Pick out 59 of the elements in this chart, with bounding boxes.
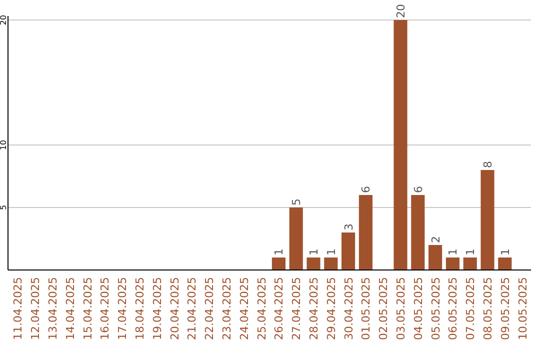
x-tick-label: 23.04.2025 bbox=[220, 277, 234, 340]
data-label: 1 bbox=[272, 248, 286, 256]
x-tick-label: 10.05.2025 bbox=[516, 277, 530, 340]
data-label: 6 bbox=[412, 186, 425, 193]
bar bbox=[428, 245, 442, 270]
x-tick-label: 05.05.2025 bbox=[429, 277, 442, 340]
x-tick-label: 09.05.2025 bbox=[498, 277, 512, 340]
bar bbox=[289, 208, 303, 270]
x-tick-label: 19.04.2025 bbox=[150, 277, 164, 340]
data-label: 2 bbox=[429, 236, 442, 243]
x-tick-label: 07.05.2025 bbox=[464, 277, 478, 340]
x-tick-label: 28.04.2025 bbox=[308, 277, 320, 340]
x-tick-label: 02.05.2025 bbox=[377, 277, 390, 340]
data-label: 3 bbox=[342, 224, 356, 230]
bar bbox=[411, 195, 425, 270]
bar bbox=[342, 232, 356, 270]
data-label: 8 bbox=[482, 161, 494, 168]
y-tick-label: 20 bbox=[0, 14, 8, 26]
x-tick-label: 12.04.2025 bbox=[29, 277, 42, 340]
x-tick-label: 15.04.2025 bbox=[81, 277, 94, 340]
x-tick-label: 26.04.2025 bbox=[272, 277, 286, 340]
data-label: 5 bbox=[290, 198, 304, 206]
bar bbox=[394, 20, 408, 270]
data-label: 1 bbox=[324, 248, 338, 256]
x-tick-label: 06.05.2025 bbox=[446, 277, 460, 340]
x-tick-label: 04.05.2025 bbox=[412, 277, 425, 340]
x-tick-label: 11.04.2025 bbox=[12, 277, 25, 340]
bar bbox=[446, 258, 460, 270]
x-tick-label: 14.04.2025 bbox=[64, 277, 77, 340]
x-tick-label: 29.04.2025 bbox=[324, 277, 338, 340]
x-tick-label: 22.04.2025 bbox=[203, 277, 216, 340]
x-tick-label: 30.04.2025 bbox=[342, 277, 356, 340]
x-tick-label: 13.04.2025 bbox=[46, 277, 60, 340]
bar bbox=[324, 258, 338, 270]
x-tick-label: 20.04.2025 bbox=[168, 277, 182, 340]
x-tick-label: 17.04.2025 bbox=[116, 277, 130, 340]
x-tick-label: 18.04.2025 bbox=[134, 277, 146, 340]
bar bbox=[306, 258, 320, 270]
bar bbox=[272, 258, 286, 270]
data-label: 20 bbox=[394, 4, 408, 18]
data-label: 1 bbox=[498, 248, 512, 256]
x-tick-label: 01.05.2025 bbox=[360, 277, 373, 340]
data-label: 1 bbox=[446, 248, 460, 256]
bar bbox=[463, 258, 477, 270]
x-tick-label: 08.05.2025 bbox=[482, 277, 494, 340]
x-tick-label: 21.04.2025 bbox=[186, 277, 199, 340]
bar bbox=[480, 170, 494, 270]
x-tick-label: 25.04.2025 bbox=[255, 277, 268, 340]
x-tick-label: 27.04.2025 bbox=[290, 277, 304, 340]
y-tick-label: 5 bbox=[0, 204, 8, 210]
data-label: 1 bbox=[308, 248, 320, 256]
x-tick-label: 03.05.2025 bbox=[394, 277, 408, 340]
x-tick-label: 24.04.2025 bbox=[238, 277, 251, 340]
y-tick-label: 10 bbox=[0, 140, 8, 150]
data-label: 1 bbox=[464, 248, 478, 256]
bar bbox=[498, 258, 512, 270]
x-tick-label: 16.04.2025 bbox=[98, 277, 112, 340]
data-label: 6 bbox=[360, 186, 373, 193]
bar bbox=[358, 195, 372, 270]
